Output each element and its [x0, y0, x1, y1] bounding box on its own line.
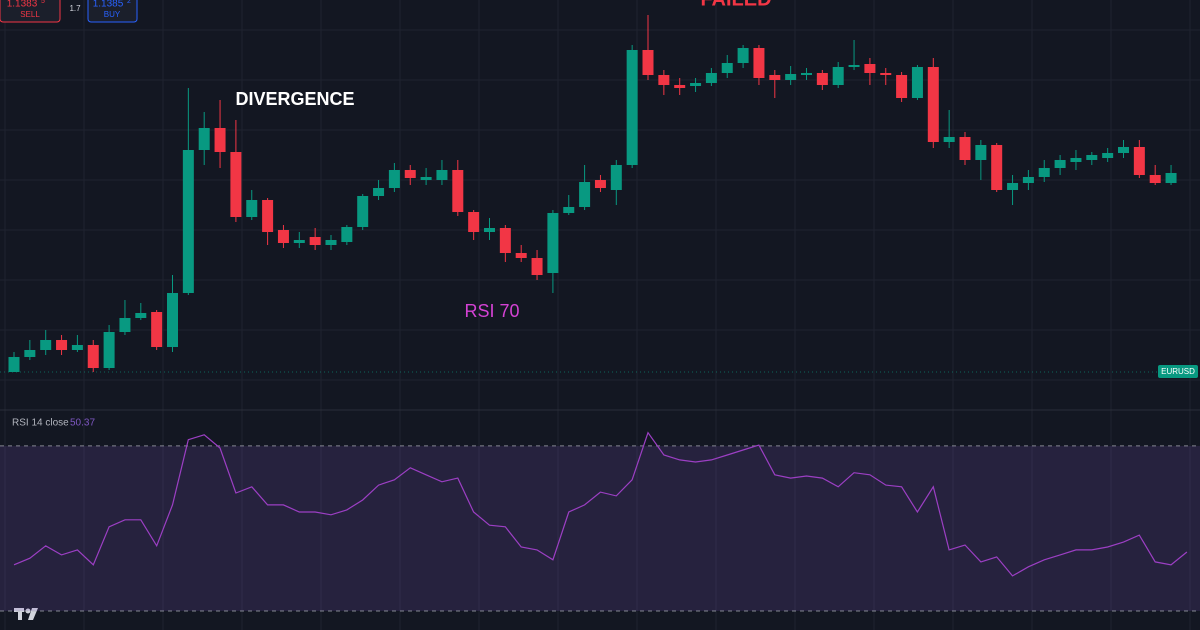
candle-body [182, 150, 194, 293]
candle-body [785, 74, 797, 80]
candle-body [547, 213, 559, 273]
candle-body [610, 165, 622, 190]
candle-body [690, 83, 702, 86]
buy-label: BUY [104, 10, 121, 19]
candle-body [230, 152, 242, 217]
candle-body [1118, 147, 1129, 153]
candle-body [991, 145, 1003, 190]
candle-body [388, 170, 400, 188]
candle-body [1022, 177, 1034, 183]
candle-body [1165, 173, 1177, 183]
candle-body [309, 237, 321, 245]
candle-body [737, 48, 749, 63]
candle-body [71, 345, 83, 350]
candle-body [563, 207, 575, 213]
indicator-name: RSI 14 close [12, 418, 69, 429]
candle-body [816, 73, 828, 85]
candle-body [8, 357, 20, 372]
candle-body [499, 228, 511, 253]
candle-body [927, 67, 939, 142]
candle-body [975, 145, 987, 160]
candle-body [1038, 168, 1050, 177]
candle-body [341, 227, 353, 242]
candle-body [357, 196, 369, 227]
candle-body [753, 48, 765, 78]
candle-body [1054, 160, 1066, 168]
annotation: RSI 70 [464, 301, 519, 321]
candle-body [1133, 147, 1145, 175]
candle-body [1086, 155, 1098, 160]
spread: 1.7 [69, 4, 81, 13]
candle-body [1007, 183, 1019, 190]
candle-body [626, 50, 638, 165]
candle-body [880, 73, 892, 75]
candle-body [198, 128, 210, 150]
candle-body [119, 318, 131, 332]
candle-body [293, 240, 305, 243]
candle-body [674, 85, 686, 88]
candle-body [1102, 153, 1114, 158]
candle-body [911, 67, 923, 98]
candle-body [277, 230, 289, 243]
candle-body [56, 340, 68, 350]
candle-body [404, 170, 416, 178]
buy-pip: 2 [127, 0, 131, 5]
candle-body [943, 137, 955, 142]
candle-body [262, 200, 274, 232]
candle-body [452, 170, 464, 212]
candle-body [769, 75, 781, 80]
buy-price: 1.1385 [93, 0, 124, 10]
candle-body [1070, 158, 1082, 162]
candle-body [959, 137, 971, 160]
candle-body [642, 50, 654, 75]
candle-body [40, 340, 52, 350]
annotation: DIVERGENCE [235, 89, 354, 109]
candle-body [705, 73, 717, 83]
candle-body [864, 64, 876, 73]
candle-body [420, 177, 432, 180]
sell-label: SELL [20, 10, 40, 19]
candle-body [246, 200, 258, 217]
candle-body [658, 75, 670, 85]
candle-body [579, 182, 591, 207]
rsi-line [13, 431, 1188, 577]
candle-body [325, 240, 337, 245]
sell-button[interactable] [0, 0, 61, 23]
candle-body [135, 313, 147, 318]
candle-body [484, 228, 495, 232]
candle-body [832, 67, 844, 85]
candle-body [24, 350, 36, 357]
candle-body [848, 65, 860, 67]
sell-price: 1.1383 [7, 0, 38, 10]
candle-body [1149, 175, 1161, 183]
candle-body [214, 128, 226, 152]
candle-body [531, 258, 543, 275]
sell-pip: 5 [41, 0, 45, 5]
candle-body [373, 188, 385, 196]
trade-toolbar: 1.1383 5 SELL 1.7 1.1385 2 BUY [0, 0, 138, 23]
indicator-value: 50.37 [70, 418, 95, 429]
candle-body [801, 73, 812, 75]
symbol-tag: EURUSD [1161, 367, 1195, 376]
candle-body [896, 75, 908, 98]
candle-body [436, 170, 448, 180]
rsi-band [0, 445, 1200, 612]
candle-body [515, 253, 527, 258]
candle-body [167, 293, 178, 347]
candle-body [594, 180, 606, 188]
candle-body [721, 63, 733, 73]
candle-body [468, 212, 480, 232]
candle-body [103, 332, 115, 368]
annotation: FAILED [700, 0, 771, 10]
candle-body [87, 345, 99, 368]
candle-body [151, 312, 163, 347]
buy-button[interactable] [87, 0, 138, 23]
symbol-tag-bg [1158, 365, 1198, 378]
